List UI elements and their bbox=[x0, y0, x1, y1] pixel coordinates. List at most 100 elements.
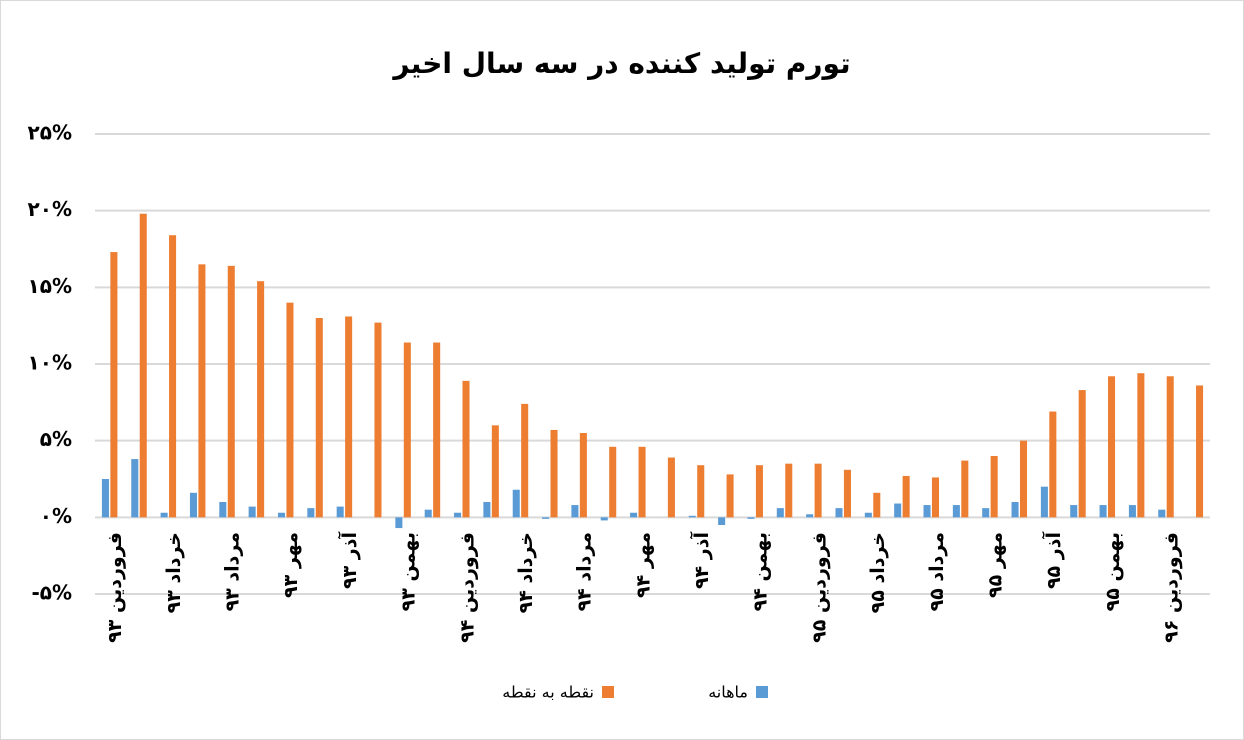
bar bbox=[374, 322, 382, 518]
x-tick-label: خرداد ۹۴ bbox=[515, 532, 537, 613]
bar bbox=[454, 512, 462, 518]
bar bbox=[785, 463, 793, 518]
bar bbox=[609, 446, 617, 518]
y-tick-label: -۵% bbox=[31, 581, 72, 605]
bar bbox=[462, 380, 470, 518]
bar bbox=[1049, 411, 1057, 518]
bar bbox=[1108, 376, 1116, 518]
y-tick-label: ۲۰% bbox=[28, 197, 72, 221]
bar bbox=[776, 508, 784, 518]
bar bbox=[843, 469, 851, 518]
x-tick-label: فروردین ۹۳ bbox=[104, 532, 126, 643]
y-tick-label: ۵% bbox=[40, 427, 72, 451]
bar bbox=[600, 517, 608, 521]
x-tick-label: خرداد ۹۳ bbox=[163, 532, 185, 613]
bar bbox=[747, 517, 755, 519]
bar bbox=[814, 463, 822, 518]
bar bbox=[718, 517, 726, 525]
bar bbox=[424, 509, 432, 518]
bar bbox=[982, 508, 990, 518]
bar bbox=[923, 505, 931, 518]
bar bbox=[697, 465, 705, 518]
legend-swatch bbox=[756, 686, 768, 698]
bar bbox=[1040, 486, 1048, 518]
bar bbox=[227, 265, 235, 518]
bar bbox=[345, 316, 353, 518]
bar bbox=[873, 492, 881, 518]
bar bbox=[1196, 385, 1204, 518]
bar bbox=[688, 515, 696, 518]
bar bbox=[1019, 440, 1028, 518]
bar bbox=[835, 508, 843, 518]
bar bbox=[198, 264, 206, 518]
bar bbox=[1137, 373, 1145, 518]
bar bbox=[579, 433, 587, 518]
legend-label: ماهانه bbox=[708, 683, 748, 702]
x-tick-label: خرداد ۹۵ bbox=[867, 532, 889, 613]
bar bbox=[219, 502, 227, 518]
x-tick-label: بهمن ۹۵ bbox=[1102, 532, 1124, 611]
bar bbox=[667, 457, 675, 518]
bar bbox=[931, 477, 939, 518]
bar bbox=[521, 403, 529, 518]
bar bbox=[189, 492, 197, 518]
bar bbox=[990, 456, 998, 518]
bar bbox=[491, 425, 499, 518]
x-tick-label: آذر ۹۴ bbox=[689, 532, 713, 590]
bar bbox=[286, 302, 294, 518]
x-tick-label: مهر ۹۵ bbox=[984, 532, 1006, 598]
bar bbox=[257, 281, 265, 518]
bar bbox=[1070, 505, 1078, 518]
legend-label: نقطه به نقطه bbox=[502, 683, 594, 702]
x-tick-label: فروردین ۹۵ bbox=[808, 532, 830, 643]
bar bbox=[131, 459, 139, 518]
bar bbox=[755, 465, 763, 518]
x-tick-label: مهر ۹۴ bbox=[632, 532, 654, 598]
x-tick-label: بهمن ۹۴ bbox=[750, 532, 772, 611]
bar bbox=[630, 512, 638, 518]
bar bbox=[550, 429, 558, 518]
bar bbox=[1128, 505, 1136, 518]
bar bbox=[806, 514, 814, 518]
y-tick-label: ۰% bbox=[40, 504, 72, 528]
bar bbox=[248, 506, 256, 518]
bar bbox=[483, 502, 491, 518]
bar bbox=[336, 506, 344, 518]
bar bbox=[277, 512, 286, 518]
bar bbox=[169, 235, 177, 518]
x-tick-label: فروردین ۹۴ bbox=[456, 532, 478, 643]
y-tick-label: ۱۰% bbox=[28, 351, 72, 375]
bar bbox=[101, 479, 109, 518]
bar bbox=[902, 475, 910, 518]
x-tick-label: بهمن ۹۳ bbox=[398, 532, 420, 611]
bar bbox=[433, 342, 441, 518]
bar bbox=[894, 503, 902, 518]
bar bbox=[1078, 390, 1086, 518]
x-tick-label: آذر ۹۳ bbox=[337, 532, 361, 590]
bar bbox=[1099, 505, 1107, 518]
y-tick-label: ۱۵% bbox=[28, 274, 72, 298]
bar bbox=[952, 505, 960, 518]
legend-swatch bbox=[602, 686, 614, 698]
bar bbox=[1158, 509, 1166, 518]
bar bbox=[512, 489, 520, 518]
bar bbox=[160, 512, 168, 518]
x-tick-label: آذر ۹۵ bbox=[1041, 532, 1065, 590]
x-tick-label: مهر ۹۳ bbox=[280, 532, 302, 598]
bar bbox=[110, 252, 118, 518]
bar bbox=[961, 460, 969, 518]
bar bbox=[1011, 502, 1019, 518]
bar bbox=[864, 512, 872, 518]
x-tick-label: مرداد ۹۴ bbox=[574, 532, 596, 611]
bar bbox=[139, 213, 147, 518]
x-tick-label: مرداد ۹۳ bbox=[222, 532, 244, 611]
bar bbox=[1166, 376, 1174, 518]
bar bbox=[315, 318, 323, 518]
bar bbox=[307, 508, 315, 518]
bar bbox=[571, 505, 579, 518]
x-tick-label: مرداد ۹۵ bbox=[926, 532, 948, 611]
bar bbox=[395, 517, 403, 529]
bar bbox=[638, 446, 646, 518]
